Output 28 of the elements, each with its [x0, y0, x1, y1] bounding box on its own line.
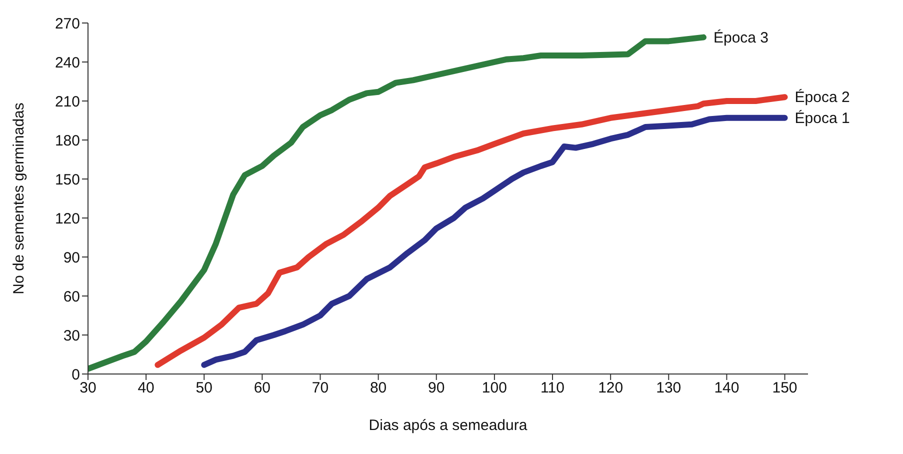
y-tick-label: 180: [54, 132, 80, 150]
series-label: Época 3: [713, 28, 769, 46]
y-axis-title: No de sementes germinadas: [10, 102, 28, 294]
y-tick-label: 60: [63, 288, 80, 306]
series-label: Época 2: [794, 88, 850, 106]
x-tick-label: 40: [138, 380, 154, 397]
y-tick-label: 30: [63, 327, 80, 344]
y-tick-label: 90: [63, 249, 80, 266]
y-tick-label: 210: [54, 93, 80, 110]
series-label: Época 1: [794, 108, 850, 127]
x-tick-label: 60: [254, 380, 271, 397]
x-tick-label: 110: [540, 380, 564, 397]
y-tick-label: 270: [54, 15, 80, 32]
x-tick-label: 90: [428, 380, 445, 397]
x-tick-label: 120: [598, 380, 624, 397]
x-tick-label: 100: [482, 380, 507, 397]
x-tick-label: 130: [656, 380, 682, 397]
x-axis-title: Dias após a semeadura: [368, 417, 528, 434]
y-tick-label: 150: [54, 171, 80, 188]
y-tick-label: 0: [72, 366, 80, 384]
x-tick-label: 140: [714, 380, 740, 397]
x-tick-label: 50: [196, 380, 212, 397]
y-tick-label: 120: [54, 210, 80, 228]
x-tick-label: 80: [370, 380, 387, 397]
x-tick-label: 30: [80, 380, 96, 397]
x-tick-label: 150: [772, 380, 798, 397]
x-tick-label: 70: [312, 380, 329, 397]
y-tick-label: 240: [54, 54, 80, 72]
